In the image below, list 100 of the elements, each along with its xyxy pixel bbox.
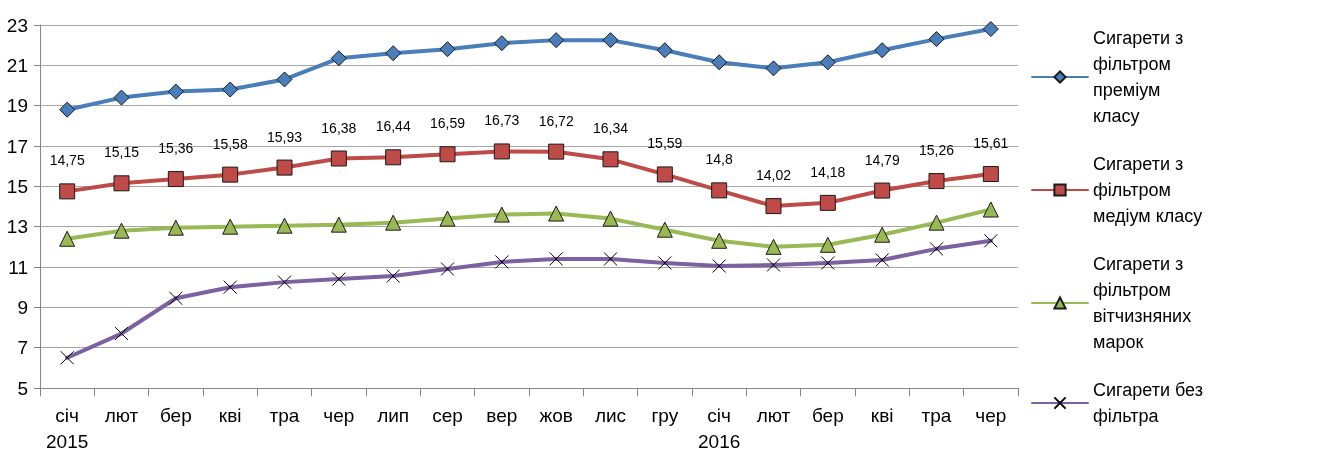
y-tick-label: 5 <box>17 377 28 399</box>
point <box>928 31 945 48</box>
point <box>330 216 347 233</box>
point <box>59 183 76 200</box>
data-label: 15,59 <box>647 135 683 152</box>
x-tick-label: кві <box>870 404 894 426</box>
legend-label: Сигарети з фільтром преміум класу <box>1093 28 1189 126</box>
point <box>819 194 836 211</box>
point <box>385 45 402 62</box>
data-label: 14,79 <box>864 151 900 168</box>
point <box>711 182 728 199</box>
x-tick-label: вер <box>486 404 518 426</box>
x-tick-label: лют <box>104 404 139 426</box>
x-tick-label: кві <box>218 404 242 426</box>
point <box>276 71 293 88</box>
x-tick-label: січ 2016 <box>698 404 741 452</box>
x-tick-label: тра <box>269 404 300 426</box>
point <box>222 166 239 183</box>
x-tick-label: гру <box>651 404 679 426</box>
point <box>167 171 184 188</box>
point <box>330 50 347 67</box>
point <box>548 32 565 49</box>
x-tick-label: жов <box>539 404 573 426</box>
data-label: 14,18 <box>810 163 846 180</box>
point <box>113 89 130 106</box>
data-label: 15,58 <box>212 135 248 152</box>
data-label: 16,34 <box>592 120 629 137</box>
point <box>222 81 239 98</box>
point <box>59 230 76 247</box>
data-label: 15,15 <box>103 144 140 161</box>
point <box>874 182 891 199</box>
point <box>656 42 673 59</box>
point <box>928 214 945 231</box>
data-label: 16,72 <box>538 112 574 129</box>
y-tick-label: 7 <box>17 337 28 359</box>
point <box>385 214 402 231</box>
y-tick-label: 11 <box>8 256 28 278</box>
point <box>928 173 945 190</box>
point <box>602 151 619 168</box>
x-tick-label: чер <box>975 404 1007 426</box>
point <box>765 60 782 77</box>
legend-label: Сигарети з фільтром вітчизняних марок <box>1093 254 1197 352</box>
point <box>493 35 510 52</box>
data-label: 16,73 <box>484 112 520 129</box>
x-tick-label: лют <box>756 404 791 426</box>
x-tick-label: тра <box>921 404 952 426</box>
point <box>602 32 619 49</box>
data-label: 16,44 <box>375 118 411 135</box>
point <box>548 205 565 222</box>
x-tick-label: сер <box>432 404 463 426</box>
point <box>656 221 673 238</box>
point <box>711 54 728 71</box>
point <box>982 166 999 183</box>
point <box>276 159 293 176</box>
point <box>167 83 184 100</box>
point <box>656 166 673 183</box>
legend-label: Сигарети з фільтром медіум класу <box>1093 154 1203 226</box>
point <box>982 201 999 218</box>
point <box>874 226 891 243</box>
data-label: 16,59 <box>429 115 466 132</box>
point <box>765 238 782 255</box>
point <box>819 236 836 253</box>
data-label: 14,8 <box>705 151 733 168</box>
point <box>113 175 130 192</box>
data-label: 14,02 <box>755 167 792 184</box>
point <box>439 210 456 227</box>
x-tick-label: бер <box>159 404 192 426</box>
point <box>548 143 565 160</box>
x-tick-label: січ 2015 <box>46 404 89 452</box>
point <box>439 41 456 58</box>
point <box>59 101 76 118</box>
point <box>765 198 782 215</box>
x-tick-label: бер <box>811 404 844 426</box>
data-label: 15,26 <box>918 142 955 159</box>
data-label: 15,36 <box>158 140 194 157</box>
data-label: 14,75 <box>49 152 85 169</box>
point <box>385 149 402 166</box>
point <box>167 219 184 236</box>
data-label: 16,38 <box>321 119 357 136</box>
point <box>711 232 728 249</box>
point <box>493 206 510 223</box>
x-tick-label: лип <box>377 404 410 426</box>
point <box>602 210 619 227</box>
point <box>222 218 239 235</box>
x-tick-label: чер <box>323 404 355 426</box>
y-tick-label: 9 <box>17 296 28 318</box>
point <box>113 222 130 239</box>
point <box>330 150 347 167</box>
legend-label: Сигарети без фільтра <box>1093 380 1208 426</box>
y-tick-label: 15 <box>6 175 28 197</box>
point <box>982 21 999 38</box>
point <box>493 143 510 160</box>
data-label: 15,61 <box>973 135 1009 152</box>
x-tick-label: лис <box>594 404 627 426</box>
y-tick-label: 17 <box>6 135 28 157</box>
y-tick-label: 13 <box>6 216 28 238</box>
point <box>276 217 293 234</box>
point <box>819 54 836 71</box>
y-tick-label: 19 <box>6 95 28 117</box>
point <box>439 146 456 163</box>
